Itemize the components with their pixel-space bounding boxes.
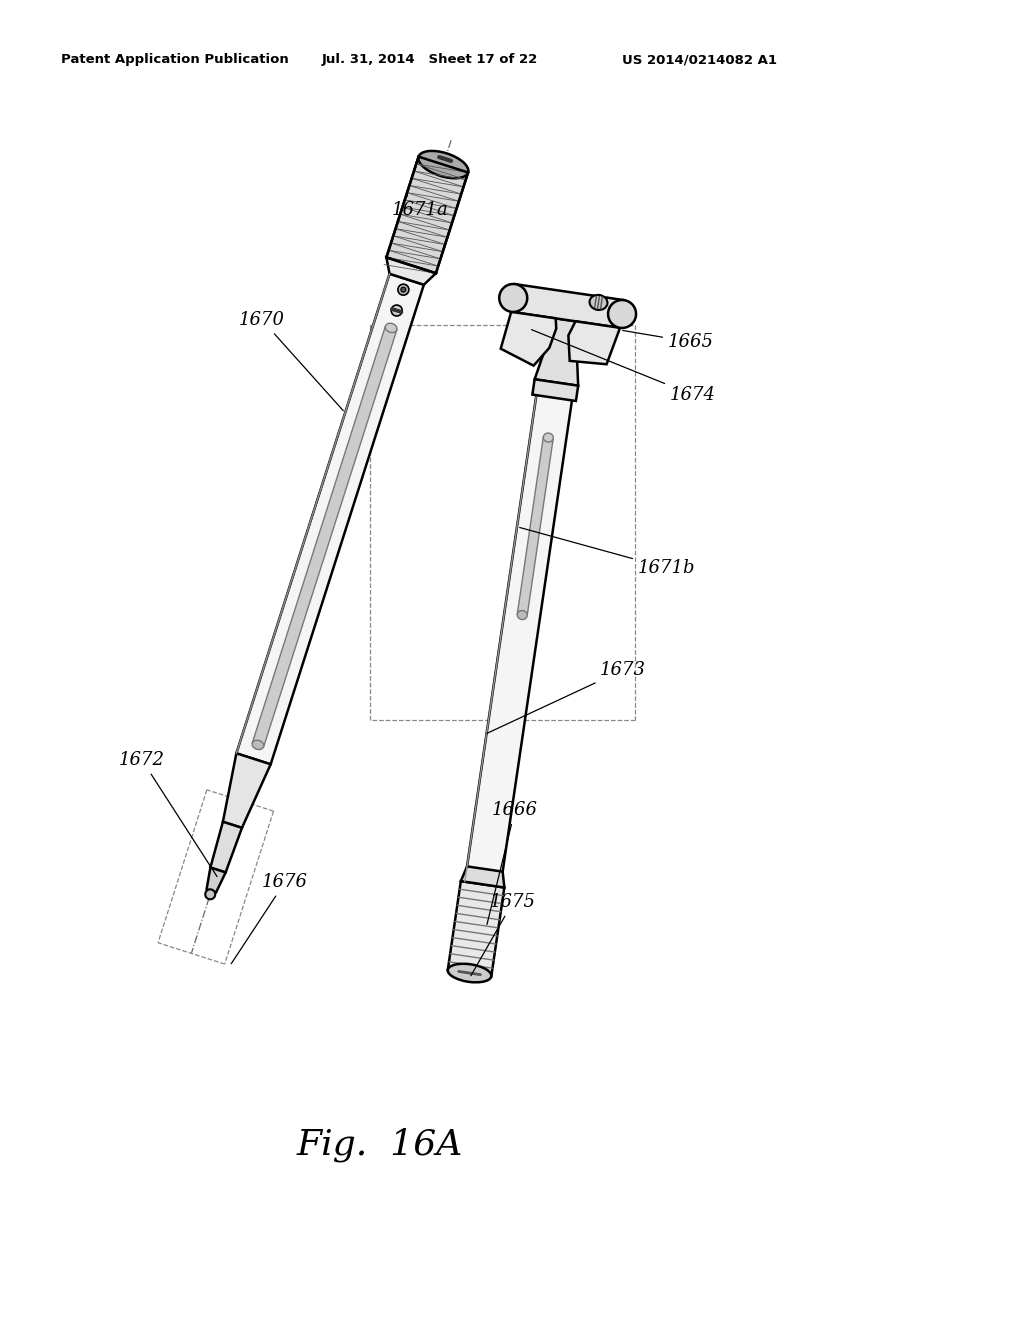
- Polygon shape: [532, 379, 579, 401]
- Ellipse shape: [205, 890, 215, 899]
- Text: 1674: 1674: [531, 330, 716, 404]
- Ellipse shape: [500, 284, 527, 312]
- Text: Patent Application Publication: Patent Application Publication: [61, 54, 289, 66]
- Polygon shape: [447, 882, 505, 977]
- Polygon shape: [237, 273, 424, 764]
- Ellipse shape: [544, 433, 553, 442]
- Ellipse shape: [385, 323, 397, 333]
- Ellipse shape: [608, 300, 636, 327]
- Polygon shape: [223, 754, 270, 828]
- Polygon shape: [210, 822, 242, 873]
- Text: 1675: 1675: [471, 894, 536, 975]
- Polygon shape: [386, 257, 436, 285]
- Text: Fig.  16A: Fig. 16A: [297, 1127, 463, 1162]
- Text: 1666: 1666: [487, 801, 538, 924]
- Polygon shape: [252, 326, 397, 747]
- Text: 1671a: 1671a: [392, 195, 449, 219]
- Ellipse shape: [517, 611, 527, 619]
- Text: 1671b: 1671b: [519, 528, 695, 577]
- Polygon shape: [517, 437, 553, 615]
- Ellipse shape: [447, 964, 492, 982]
- Text: 1672: 1672: [119, 751, 217, 876]
- Polygon shape: [501, 312, 556, 366]
- Text: US 2014/0214082 A1: US 2014/0214082 A1: [623, 54, 777, 66]
- Text: 1665: 1665: [623, 330, 714, 351]
- Ellipse shape: [252, 741, 264, 750]
- Polygon shape: [386, 157, 468, 273]
- Ellipse shape: [391, 305, 402, 315]
- Text: 1670: 1670: [239, 312, 343, 411]
- Ellipse shape: [419, 150, 468, 178]
- Text: Jul. 31, 2014   Sheet 17 of 22: Jul. 31, 2014 Sheet 17 of 22: [322, 54, 539, 66]
- Polygon shape: [511, 284, 624, 327]
- Text: 1673: 1673: [487, 661, 646, 734]
- Text: 1676: 1676: [231, 873, 308, 964]
- Polygon shape: [207, 867, 225, 892]
- Polygon shape: [535, 318, 579, 385]
- Polygon shape: [461, 866, 505, 887]
- Ellipse shape: [590, 294, 607, 310]
- Polygon shape: [568, 321, 620, 364]
- Ellipse shape: [400, 288, 406, 292]
- Polygon shape: [465, 392, 572, 887]
- Ellipse shape: [398, 284, 409, 296]
